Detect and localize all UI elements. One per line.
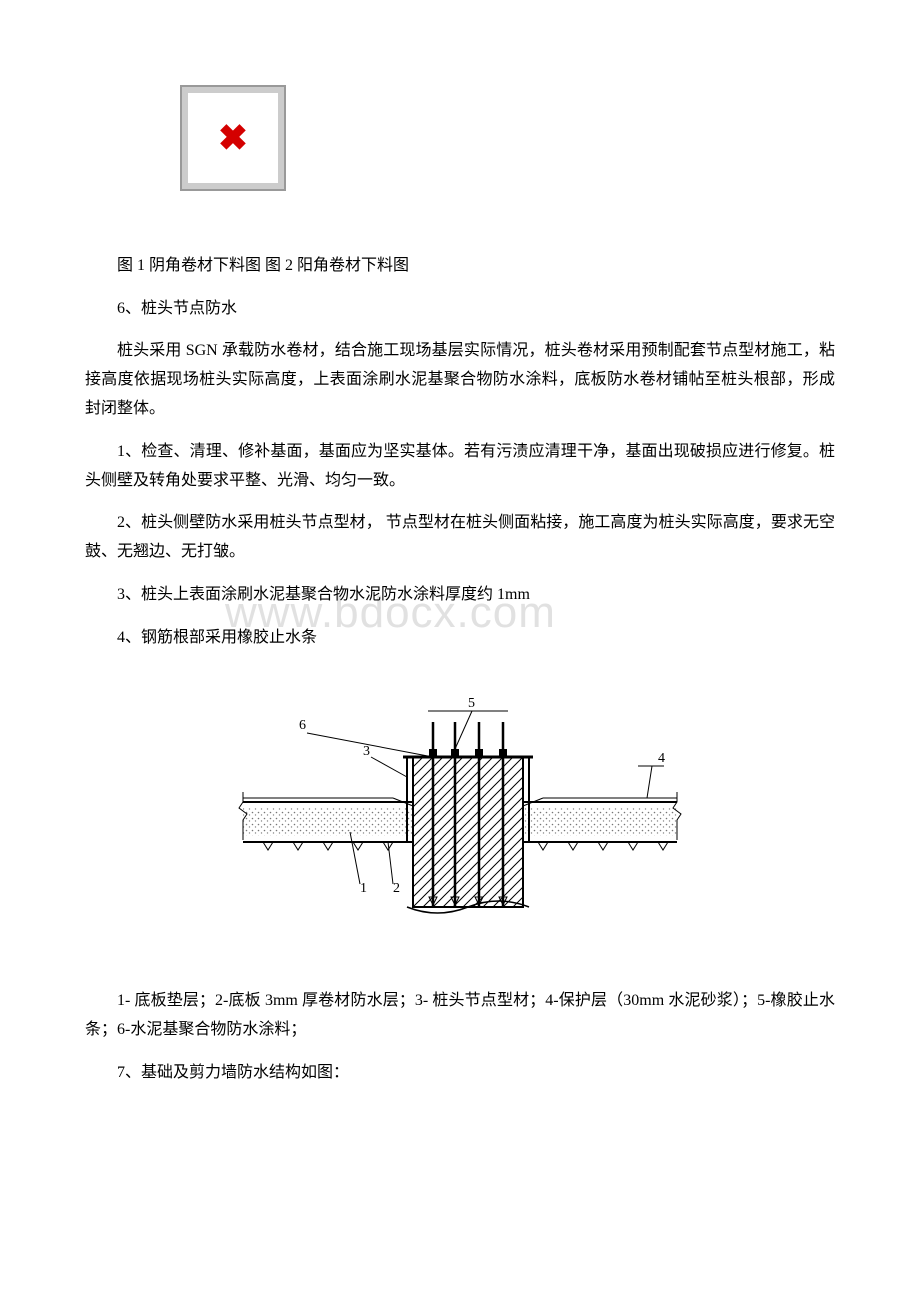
svg-text:2: 2 [393,881,400,896]
svg-text:3: 3 [363,744,370,759]
svg-text:6: 6 [299,718,306,733]
section-6-item-2: 2、桩头侧壁防水采用桩头节点型材， 节点型材在桩头侧面粘接，施工高度为桩头实际高… [85,509,835,567]
diagram-legend: 1- 底板垫层；2-底板 3mm 厚卷材防水层；3- 桩头节点型材；4-保护层（… [85,987,835,1045]
figure-caption-1-2: 图 1 阴角卷材下料图 图 2 阳角卷材下料图 [85,252,835,281]
svg-text:5: 5 [468,696,475,711]
section-6-item-1: 1、检查、清理、修补基面，基面应为坚实基体。若有污渍应清理干净，基面出现破损应进… [85,438,835,496]
section-6-item-4: 4、钢筋根部采用橡胶止水条 [85,624,835,653]
pile-head-section-diagram: 1 2 3 4 5 6 [233,667,687,937]
broken-image-x-icon: ✖ [218,106,248,171]
broken-image-inner: ✖ [188,93,278,183]
pile-head-diagram-container: 1 2 3 4 5 6 [85,667,835,948]
svg-text:1: 1 [360,881,367,896]
broken-image-placeholder: ✖ [180,85,286,191]
section-6-para-1: 桩头采用 SGN 承载防水卷材，结合施工现场基层实际情况，桩头卷材采用预制配套节… [85,337,835,423]
section-6-title: 6、桩头节点防水 [85,295,835,324]
section-7-title: 7、基础及剪力墙防水结构如图： [85,1059,835,1088]
svg-text:4: 4 [658,751,665,766]
section-6-item-3: 3、桩头上表面涂刷水泥基聚合物水泥防水涂料厚度约 1mm [85,581,835,610]
